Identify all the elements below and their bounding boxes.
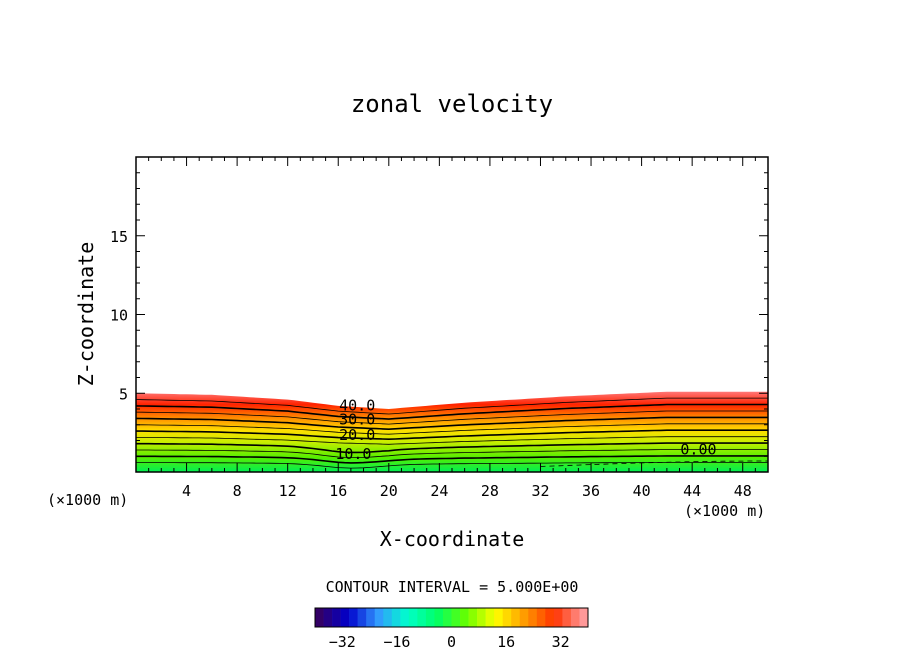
- contour-line: [136, 455, 768, 464]
- contour-labels: 40.030.020.010.0 0.00: [335, 396, 716, 463]
- x-tick-label: 28: [481, 482, 499, 500]
- colorbar-cell: [519, 608, 529, 627]
- contour-interval-label: CONTOUR INTERVAL = 5.000E+00: [326, 578, 579, 596]
- x-tick-label: 40: [633, 482, 651, 500]
- x-tick-label: 48: [734, 482, 752, 500]
- colorbar-cell: [477, 608, 486, 627]
- contour-label: 20.0: [339, 426, 375, 444]
- colorbar-cell: [468, 608, 478, 627]
- colorbar-cell: [570, 608, 580, 627]
- x-tick-label: 20: [380, 482, 398, 500]
- contour-line: [136, 449, 768, 458]
- colorbar-frame: [314, 607, 589, 628]
- x-unit-label-left: (×1000 m): [47, 491, 128, 509]
- contour-line: [136, 442, 768, 454]
- x-tick-label: 12: [279, 482, 297, 500]
- colorbar-cell: [417, 608, 427, 627]
- colorbar-cell: [460, 608, 469, 627]
- colorbar-tick-label: −32: [329, 633, 356, 651]
- colorbar-cell: [425, 608, 435, 627]
- colorbar-cell: [366, 608, 376, 627]
- colorbar-cell: [400, 608, 410, 627]
- x-tick-label: 24: [430, 482, 448, 500]
- x-tick-label: 8: [233, 482, 242, 500]
- colorbar-cell: [553, 608, 563, 627]
- colorbar-ticks: −32 −16 0 16 32: [329, 633, 570, 651]
- colorbar-tick-label: 16: [497, 633, 515, 651]
- colorbar-cell: [374, 608, 384, 627]
- colorbar-cell: [442, 608, 452, 627]
- colorbar-tick-label: 32: [552, 633, 570, 651]
- colorbar-cell: [511, 608, 521, 627]
- colorbar-cell: [451, 608, 461, 627]
- x-axis: 4 8 12 16 20 24 28 32 36 40 44 48: [148, 157, 756, 500]
- colorbar: [314, 607, 589, 628]
- colorbar-cell: [357, 608, 367, 627]
- contour-line-negative: [540, 460, 768, 467]
- colorbar-cell: [383, 608, 393, 627]
- x-tick-label: 4: [182, 482, 191, 500]
- colorbar-cell: [536, 608, 546, 627]
- contour-label: 10.0: [335, 445, 371, 463]
- colorbar-cell: [562, 608, 572, 627]
- y-axis: 5 10 15: [110, 172, 768, 457]
- colorbar-cell: [332, 608, 341, 627]
- x-tick-label: 32: [531, 482, 549, 500]
- contour-line: [136, 429, 768, 441]
- contour-line: [136, 462, 768, 469]
- contour-line: [136, 423, 768, 435]
- colorbar-cell: [323, 608, 333, 627]
- contour-label: 30.0: [339, 410, 375, 428]
- colorbar-cell: [545, 608, 555, 627]
- contour-line: [135, 416, 768, 431]
- y-tick-label: 15: [110, 228, 128, 246]
- colorbar-tick-label: 0: [447, 633, 456, 651]
- contour-line: [135, 410, 768, 425]
- colorbar-cell: [579, 608, 589, 627]
- chart-title: zonal velocity: [351, 90, 553, 118]
- colorbar-cell: [528, 608, 538, 627]
- colorbar-tick-label: −16: [383, 633, 410, 651]
- colorbar-cell: [502, 608, 512, 627]
- contour-label: 40.0: [339, 396, 375, 414]
- x-tick-label: 44: [683, 482, 701, 500]
- contour-line: [136, 436, 768, 445]
- colorbar-cell: [434, 608, 444, 627]
- contour-line: [135, 397, 768, 415]
- contour-line: [135, 403, 768, 420]
- colorbar-cell: [485, 608, 495, 627]
- x-axis-title: X-coordinate: [380, 527, 525, 551]
- colorbar-cell: [340, 608, 350, 627]
- y-axis-title: Z-coordinate: [74, 242, 98, 387]
- y-tick-label: 10: [110, 307, 128, 325]
- colorbar-cell: [494, 608, 503, 627]
- x-unit-label-right: (×1000 m): [684, 502, 765, 520]
- colorbar-cell: [408, 608, 418, 627]
- contour-lines: [135, 397, 768, 469]
- y-tick-label: 5: [119, 385, 128, 403]
- contour-label: 0.00: [680, 440, 716, 458]
- x-tick-label: 36: [582, 482, 600, 500]
- colorbar-cell: [391, 608, 401, 627]
- x-tick-label: 16: [329, 482, 347, 500]
- colorbar-cell: [315, 608, 324, 627]
- colorbar-cell: [349, 608, 358, 627]
